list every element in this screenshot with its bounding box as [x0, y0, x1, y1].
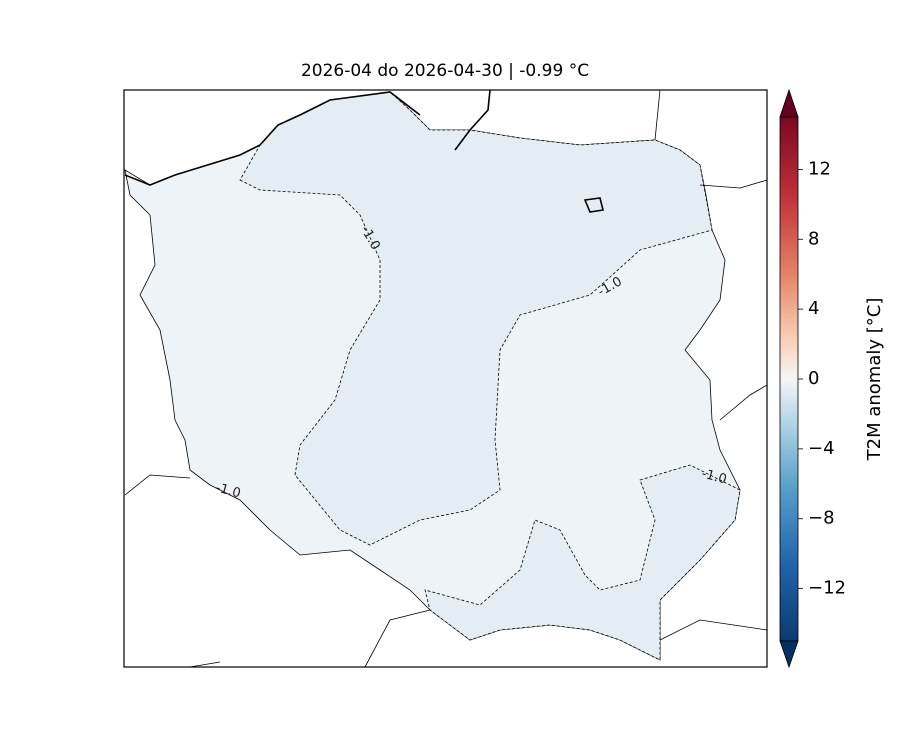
coastline	[124, 89, 491, 186]
lake	[583, 197, 604, 213]
colorbar: T2M anomaly [°C]	[779, 88, 885, 669]
colorbar-tick-label: 8	[808, 228, 819, 249]
borders	[124, 89, 768, 668]
colorbar-label: T2M anomaly [°C]	[864, 298, 885, 462]
map-title: 2026-04 do 2026-04-30 | -0.99 °C	[301, 61, 589, 81]
colorbar-tick-label: 0	[808, 368, 819, 389]
colorbar-extend-max	[779, 88, 799, 118]
region-darker	[424, 464, 741, 661]
colorbar-extend-min	[779, 640, 799, 669]
map-frame	[123, 89, 768, 668]
region-darker	[239, 91, 713, 546]
contour-label: -1.0	[214, 480, 242, 501]
colorbar-bar	[779, 116, 799, 642]
colorbar-tick-label: 4	[808, 298, 819, 319]
colorbar-tick-label: −4	[808, 438, 835, 459]
contour-label: -1.0	[700, 466, 728, 487]
colorbar-tick-label: −8	[808, 508, 835, 529]
colorbar-tick-label: −12	[808, 578, 846, 599]
colorbar-tick-label: 12	[808, 158, 831, 179]
map: -1.0 -1.0 -1.0 -1.0	[123, 89, 768, 668]
